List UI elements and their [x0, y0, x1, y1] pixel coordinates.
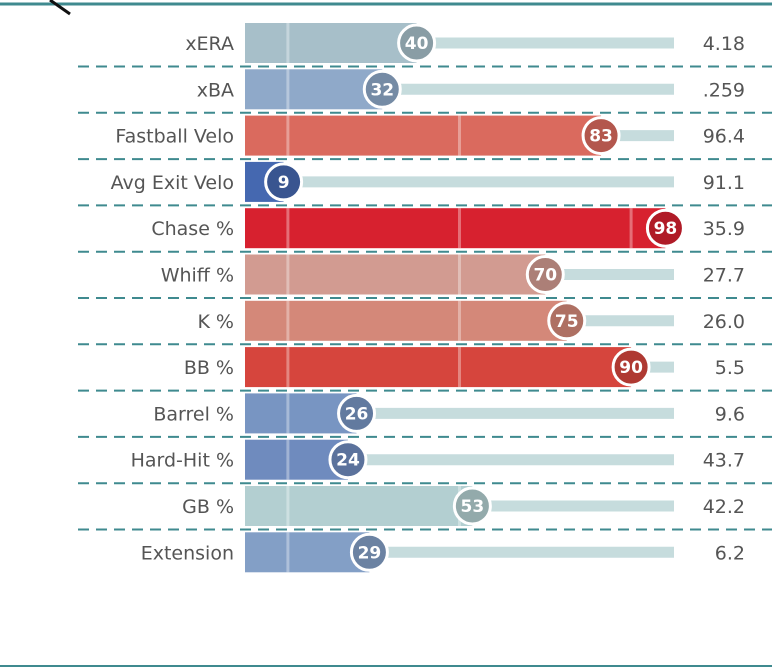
category-label: xBA [197, 79, 234, 101]
category-label: Extension [141, 542, 234, 564]
stat-value: 27.7 [703, 265, 745, 287]
percentile-marker [337, 393, 377, 433]
chart-row: 40 xERA 4.18 [78, 23, 772, 68]
percentile-bar [245, 23, 417, 63]
chart-row: 32 xBA .259 [78, 69, 772, 114]
category-label: K % [197, 311, 234, 333]
percentile-value: 90 [619, 358, 643, 378]
stat-value: 26.0 [703, 311, 745, 333]
category-label: Whiff % [161, 265, 234, 287]
percentile-value: 24 [336, 451, 360, 471]
percentile-bar [245, 208, 666, 249]
chart-row: 70 Whiff % 27.7 [78, 254, 772, 299]
percentile-value: 9 [278, 173, 290, 193]
category-label: Barrel % [153, 403, 234, 425]
percentile-marker [452, 486, 492, 526]
chart-row: 9 Avg Exit Velo 91.1 [78, 161, 772, 207]
chart-row: 53 GB % 42.2 [78, 486, 772, 531]
stat-value: 91.1 [703, 172, 745, 194]
percentile-bar [245, 115, 602, 156]
chart-row: 98 Chase % 35.9 [78, 208, 772, 253]
stat-value: 4.18 [703, 33, 745, 55]
percentile-bar [245, 300, 567, 341]
stat-value: 6.2 [715, 542, 745, 564]
percentile-value: 98 [654, 219, 678, 239]
percentile-marker [547, 301, 587, 341]
percentile-marker [525, 255, 565, 294]
percentile-bar [245, 347, 632, 388]
percentile-marker [362, 69, 402, 109]
category-label: BB % [184, 357, 234, 379]
stat-value: 35.9 [703, 218, 745, 240]
stat-value: 96.4 [703, 126, 745, 148]
percentile-bar [245, 69, 383, 110]
percentile-marker [581, 116, 621, 156]
percentile-value: 70 [533, 266, 557, 286]
percentile-marker [611, 347, 651, 387]
chart-row: 29 Extension 6.2 [141, 532, 745, 573]
stat-value: 42.2 [703, 496, 745, 518]
category-label: xERA [185, 33, 234, 55]
stat-value: 9.6 [715, 403, 745, 425]
percentile-value: 53 [461, 497, 485, 517]
percentile-value: 75 [555, 312, 579, 332]
percentile-value: 26 [345, 404, 369, 424]
stat-value: 5.5 [715, 357, 745, 379]
category-label: Chase % [151, 218, 234, 240]
chart-row: 75 K % 26.0 [78, 300, 772, 346]
chart-rows: 40 xERA 4.18 32 xBA .259 83 Fastball Velo 96.4 9 A… [78, 23, 772, 573]
percentile-marker [328, 440, 368, 480]
percentile-value: 29 [358, 543, 382, 563]
chart-row: 83 Fastball Velo 96.4 [78, 115, 772, 161]
percentile-bar [245, 486, 473, 526]
corner-mark-icon [49, 0, 71, 16]
percentile-marker [397, 23, 437, 63]
percentile-value: 83 [589, 127, 613, 147]
percentile-value: 40 [405, 34, 429, 54]
percentile-marker [349, 532, 389, 572]
category-label: GB % [182, 496, 234, 518]
chart-row: 26 Barrel % 9.6 [78, 393, 772, 438]
percentile-marker [645, 208, 685, 248]
percentile-value: 32 [370, 80, 394, 100]
chart-row: 90 BB % 5.5 [78, 347, 772, 392]
chart-row: 24 Hard-Hit % 43.7 [78, 439, 772, 485]
percentile-bar [245, 532, 370, 573]
category-label: Fastball Velo [115, 126, 234, 148]
stat-value: 43.7 [703, 450, 745, 472]
stat-value: .259 [703, 79, 745, 101]
percentile-marker [264, 162, 304, 202]
category-label: Hard-Hit % [131, 450, 234, 472]
percentile-bar [245, 254, 546, 295]
category-label: Avg Exit Velo [111, 172, 234, 194]
